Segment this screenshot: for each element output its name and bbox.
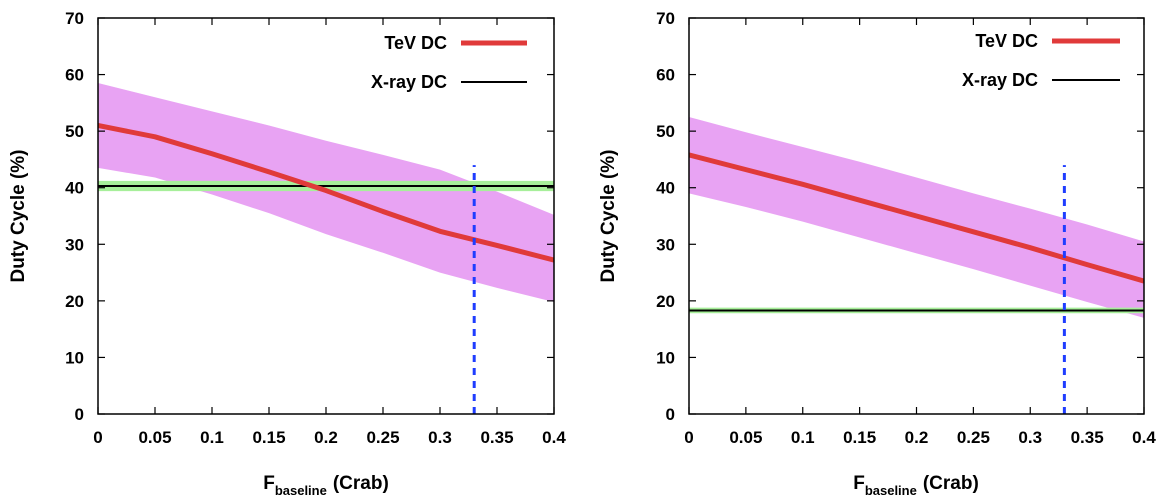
y-axis-label: Duty Cycle (%) [8, 149, 29, 282]
y-tick-label: 60 [65, 66, 84, 85]
x-axis-label: Fbaseline (Crab) [263, 473, 389, 498]
y-tick-label: 40 [656, 179, 675, 198]
y-tick-label: 0 [666, 405, 675, 424]
x-tick-label: 0.1 [200, 428, 224, 447]
y-tick-label: 50 [656, 122, 675, 141]
legend-label-tev: TeV DC [384, 33, 447, 53]
tev-dc-line [98, 123, 554, 263]
y-tick-label: 30 [65, 235, 84, 254]
plot-area [98, 83, 554, 414]
x-tick-label: 0.1 [791, 428, 815, 447]
y-tick-label: 70 [65, 9, 84, 28]
x-tick-label: 0.2 [905, 428, 929, 447]
chart-panel-1: 0 0.05 0.1 0.15 0.2 0.25 0.3 0.35 0.4 0 10 20 30 40 50… [8, 9, 566, 498]
plot-area [689, 117, 1144, 414]
x-tick-label: 0.4 [1132, 428, 1156, 447]
y-tick-label: 30 [656, 235, 675, 254]
y-tick-label: 0 [75, 405, 84, 424]
legend-label-tev: TeV DC [975, 31, 1038, 51]
x-tick-label: 0.15 [843, 428, 876, 447]
x-axis-label-symbol: F [263, 473, 275, 494]
legend-label-xray: X-ray DC [371, 72, 447, 92]
x-axis-label-unit: (Crab) [333, 473, 389, 494]
x-tick-label: 0.35 [1071, 428, 1104, 447]
legend-label-xray: X-ray DC [962, 70, 1038, 90]
y-tick-label: 70 [656, 9, 675, 28]
y-tick-label: 10 [656, 348, 675, 367]
x-tick-label: 0.3 [428, 428, 452, 447]
x-axis-label: Fbaseline (Crab) [853, 473, 979, 498]
x-tick-label: 0.25 [366, 428, 399, 447]
y-tick-label: 20 [656, 292, 675, 311]
x-tick-label: 0.4 [542, 428, 566, 447]
x-tick-label: 0.2 [314, 428, 338, 447]
x-tick-label: 0.05 [729, 428, 762, 447]
y-tick-label: 50 [65, 122, 84, 141]
x-axis-label-unit: (Crab) [923, 473, 979, 494]
y-tick-label: 40 [65, 179, 84, 198]
x-tick-label: 0.3 [1018, 428, 1042, 447]
y-tick-label: 10 [65, 348, 84, 367]
y-tick-label: 60 [656, 66, 675, 85]
x-tick-label: 0.15 [252, 428, 285, 447]
x-axis-label-symbol: F [853, 473, 865, 494]
chart-panel-2: 0 0.05 0.1 0.15 0.2 0.25 0.3 0.35 0.4 0 10 20 30 40 50… [598, 9, 1156, 498]
x-tick-label: 0.25 [957, 428, 990, 447]
x-axis-label-subscript: baseline [275, 483, 327, 498]
tev-dc-line [689, 152, 1144, 284]
y-axis-label: Duty Cycle (%) [598, 149, 619, 282]
y-tick-label: 20 [65, 292, 84, 311]
x-axis-label-subscript: baseline [865, 483, 917, 498]
x-tick-label: 0 [93, 428, 102, 447]
x-tick-label: 0.05 [138, 428, 171, 447]
x-tick-label: 0.35 [480, 428, 513, 447]
x-tick-label: 0 [684, 428, 693, 447]
